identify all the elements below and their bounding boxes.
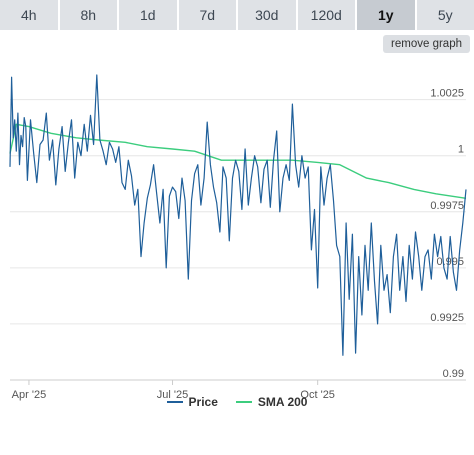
sma-200-series-line — [9, 123, 467, 199]
x-tick-label: Oct '25 — [300, 389, 335, 401]
chart-canvas: 0.99 0.9925 0.995 0.9975 1 1.0025 Apr '25 Jul … — [9, 74, 467, 401]
tab-1y[interactable]: 1y — [357, 0, 417, 30]
series-lines — [9, 74, 467, 356]
tab-120d[interactable]: 120d — [297, 0, 357, 30]
legend-swatch-price — [166, 401, 183, 403]
y-tick-label: 0.99 — [443, 368, 464, 380]
grid-lines — [10, 99, 466, 381]
legend-item-price[interactable]: Price — [166, 395, 218, 409]
tab-8h[interactable]: 8h — [59, 0, 119, 30]
tab-30d[interactable]: 30d — [238, 0, 298, 30]
legend-swatch-sma — [235, 401, 252, 403]
x-tick-label: Jul '25 — [157, 389, 188, 401]
legend-label-sma: SMA 200 — [257, 395, 308, 409]
chart-legend: Price SMA 200 — [0, 394, 474, 410]
tab-4h[interactable]: 4h — [0, 0, 60, 30]
y-axis-ticks: 0.99 0.9925 0.995 0.9975 1 1.0025 — [430, 88, 464, 380]
legend-item-sma[interactable]: SMA 200 — [235, 395, 308, 409]
price-series-line — [9, 74, 467, 356]
y-tick-label: 1 — [458, 144, 464, 156]
price-chart: 0.99 0.9925 0.995 0.9975 1 1.0025 Apr '25 Jul … — [0, 60, 474, 455]
y-tick-label: 0.9975 — [430, 200, 464, 212]
y-tick-label: 0.995 — [436, 256, 464, 268]
tab-5y[interactable]: 5y — [416, 0, 474, 30]
x-axis-ticks: Apr '25 Jul '25 Oct '25 — [12, 380, 335, 401]
remove-graph-button[interactable]: remove graph — [383, 35, 470, 53]
y-tick-label: 0.9925 — [430, 312, 464, 324]
period-tab-bar: 4h 8h 1d 7d 30d 120d 1y 5y — [0, 0, 474, 30]
y-tick-label: 1.0025 — [430, 88, 464, 100]
legend-label-price: Price — [188, 395, 218, 409]
tab-1d[interactable]: 1d — [119, 0, 179, 30]
tab-7d[interactable]: 7d — [178, 0, 238, 30]
x-tick-label: Apr '25 — [12, 389, 47, 401]
